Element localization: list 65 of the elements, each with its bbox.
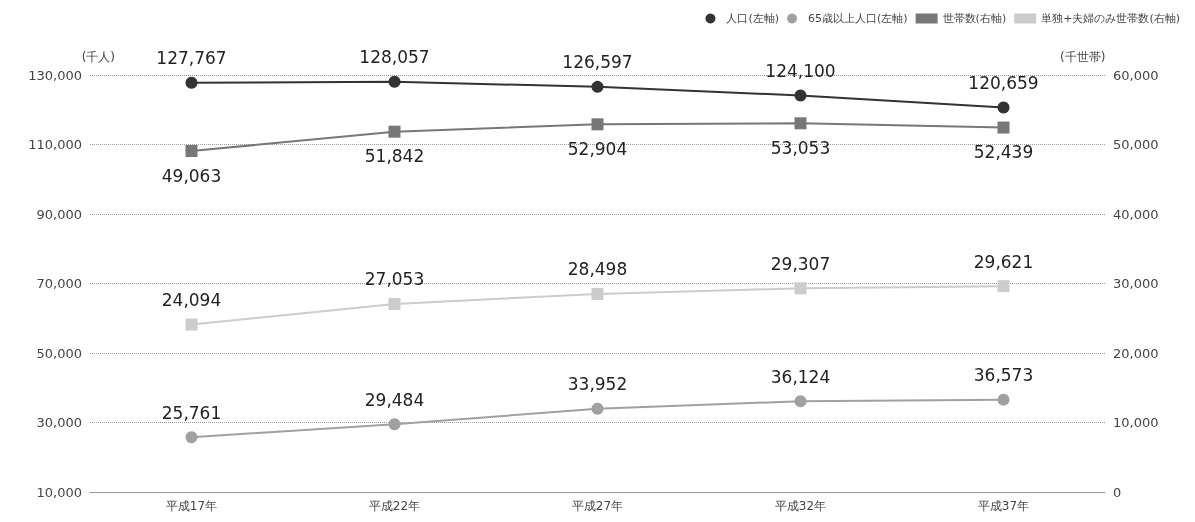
point <box>794 117 807 130</box>
y2-tick-label: 30,000 <box>1113 276 1159 291</box>
data-label: 29,484 <box>364 389 425 410</box>
point <box>591 80 604 93</box>
point <box>997 280 1010 293</box>
data-label: 36,573 <box>973 365 1034 386</box>
point <box>388 297 401 310</box>
data-label: 120,659 <box>968 72 1039 93</box>
data-label: 29,621 <box>973 251 1034 272</box>
data-label: 25,761 <box>161 402 222 423</box>
y2-tick-label: 60,000 <box>1113 67 1159 83</box>
data-label: 28,498 <box>567 259 628 280</box>
x-tick-label: 平成17年 <box>165 499 218 513</box>
data-label: 124,100 <box>765 61 836 81</box>
data-label: 128,057 <box>359 47 430 68</box>
y-tick-label: 30,000 <box>36 415 82 430</box>
x-tick-label: 平成37年 <box>977 499 1030 513</box>
data-label: 127,767 <box>156 48 227 69</box>
data-label: 53,053 <box>770 137 831 158</box>
y-tick-label: 70,000 <box>36 276 82 291</box>
legend-label: 人口(左軸) <box>726 12 780 25</box>
point <box>388 125 401 138</box>
point <box>591 287 604 300</box>
point <box>794 89 807 102</box>
data-label: 33,952 <box>567 374 628 395</box>
data-label: 52,904 <box>567 138 628 159</box>
y-tick-label: 10,000 <box>36 484 82 500</box>
point <box>591 118 604 131</box>
data-label: 51,842 <box>364 146 425 167</box>
data-label: 52,439 <box>973 142 1034 163</box>
point <box>185 431 198 444</box>
x-tick-label: 平成27年 <box>571 499 624 513</box>
point <box>591 402 604 415</box>
y-tick-label: 50,000 <box>36 345 82 361</box>
y2-tick-label: 40,000 <box>1113 206 1159 222</box>
point <box>997 393 1010 406</box>
y-tick-label: 130,000 <box>28 67 82 83</box>
point <box>997 121 1010 134</box>
point <box>388 418 401 431</box>
y-tick-label: 110,000 <box>28 137 82 152</box>
data-label: 24,094 <box>161 290 222 311</box>
point <box>794 395 807 408</box>
y-axis-title: (千人) <box>81 50 115 64</box>
data-label: 126,597 <box>562 52 633 73</box>
y2-tick-label: 10,000 <box>1113 415 1159 430</box>
point <box>185 318 198 331</box>
data-label: 27,053 <box>364 269 425 290</box>
y2-tick-label: 20,000 <box>1113 345 1159 361</box>
legend-label: 世帯数(右軸) <box>942 12 1007 25</box>
legend-label: 65歳以上人口(左軸) <box>808 12 908 25</box>
point <box>185 145 198 158</box>
y2-tick-label: 0 <box>1113 484 1122 500</box>
data-label: 29,307 <box>770 253 831 274</box>
data-label: 36,124 <box>770 366 831 387</box>
point <box>997 101 1010 114</box>
legend-label: 単独+夫婦のみ世帯数(右軸) <box>1041 12 1181 25</box>
y2-tick-label: 50,000 <box>1113 137 1159 152</box>
point <box>185 76 198 89</box>
point <box>794 282 807 295</box>
y-tick-label: 90,000 <box>36 206 82 222</box>
x-tick-label: 平成22年 <box>368 499 421 513</box>
data-label: 49,063 <box>161 165 222 186</box>
point <box>388 75 401 88</box>
x-tick-label: 平成32年 <box>774 499 827 513</box>
y2-axis-title: (千世帯) <box>1060 50 1106 64</box>
